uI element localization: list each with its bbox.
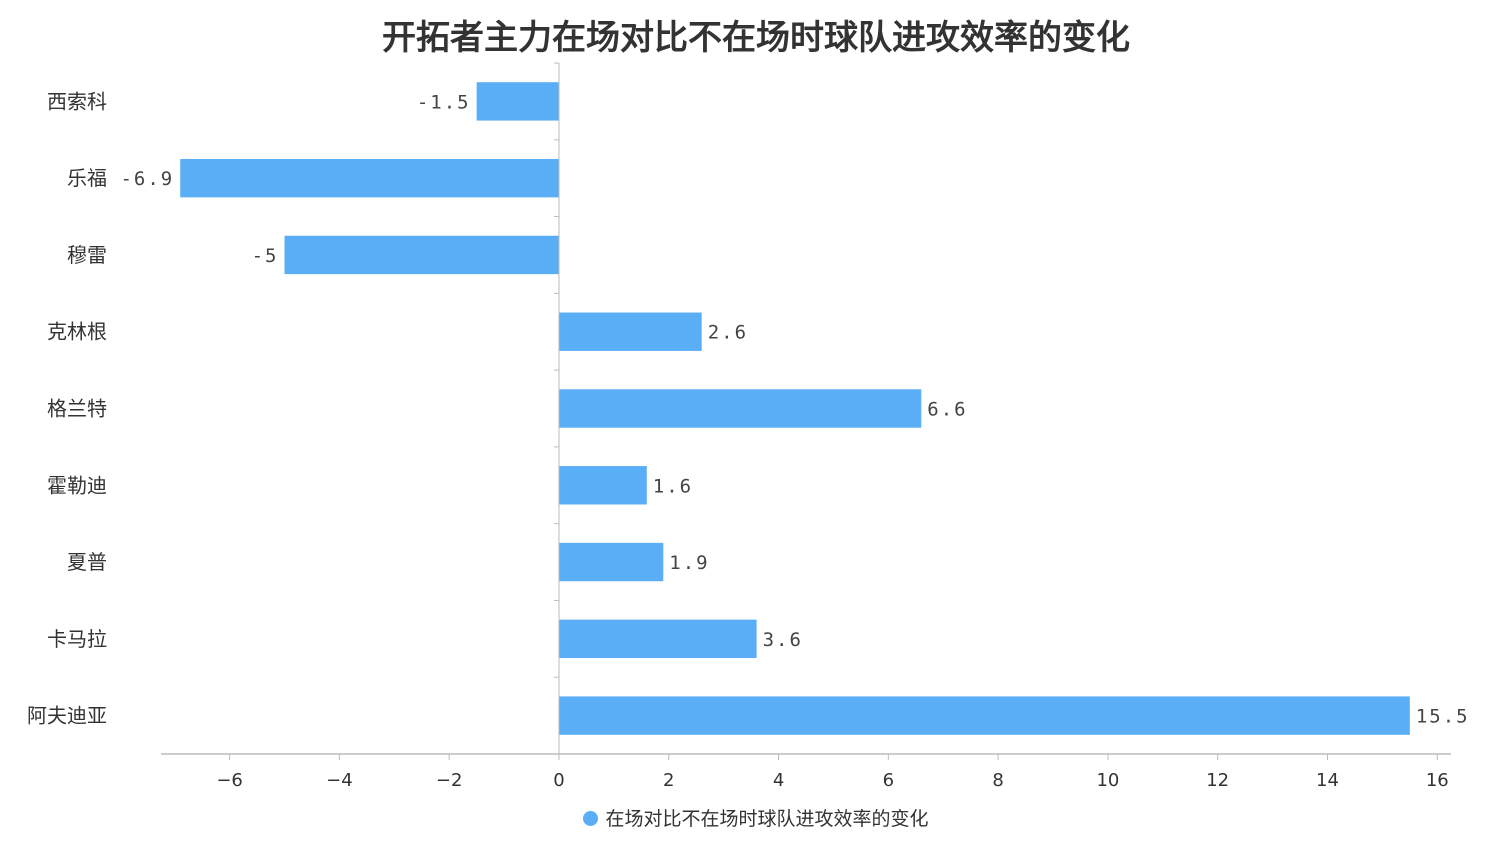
- bar-阿夫迪亚[interactable]: [558, 696, 1410, 735]
- bar-乐福[interactable]: [180, 158, 559, 198]
- value-label: 3.6: [763, 629, 803, 651]
- bar-西索科[interactable]: [476, 82, 559, 121]
- x-tick-label: 14: [1316, 770, 1339, 791]
- category-label: 格兰特: [47, 397, 107, 421]
- value-label: -1.5: [417, 91, 471, 113]
- value-label: -5: [252, 245, 279, 267]
- value-label: -6.9: [120, 168, 174, 190]
- category-label: 夏普: [67, 550, 107, 574]
- legend-marker-icon: [583, 811, 599, 826]
- legend-label: 在场对比不在场时球队进攻效率的变化: [605, 808, 929, 830]
- category-label: 西索科: [47, 89, 107, 113]
- category-label: 穆雷: [67, 243, 107, 267]
- category-label: 霍勒迪: [47, 473, 107, 497]
- category-label: 乐福: [67, 166, 107, 190]
- x-tick-label: 0: [553, 770, 564, 791]
- bar-夏普[interactable]: [558, 542, 664, 582]
- x-tick-label: 6: [883, 770, 894, 791]
- bar-格兰特[interactable]: [558, 389, 922, 428]
- bar-霍勒迪[interactable]: [558, 466, 647, 505]
- value-label: 1.9: [669, 552, 709, 574]
- x-tick-label: 4: [773, 770, 784, 791]
- category-label: 阿夫迪亚: [27, 704, 107, 728]
- x-tick-label: 2: [663, 770, 674, 791]
- x-tick-label: −6: [216, 770, 243, 791]
- bar-穆雷[interactable]: [284, 235, 559, 275]
- value-label: 2.6: [708, 322, 748, 344]
- category-label: 克林根: [47, 320, 107, 344]
- value-label: 15.5: [1416, 706, 1470, 728]
- category-label: 卡马拉: [47, 627, 107, 651]
- bar-克林根[interactable]: [558, 312, 702, 351]
- x-tick-label: 8: [992, 770, 1003, 791]
- x-tick-label: −4: [326, 770, 353, 791]
- legend[interactable]: 在场对比不在场时球队进攻效率的变化: [0, 804, 1512, 831]
- bar-卡马拉[interactable]: [558, 619, 757, 659]
- value-label: 6.6: [927, 399, 967, 421]
- x-tick-label: 12: [1206, 770, 1229, 791]
- x-tick-label: −2: [436, 770, 463, 791]
- chart-title: 开拓者主力在场对比不在场时球队进攻效率的变化: [382, 18, 1130, 58]
- value-label: 1.6: [653, 475, 693, 497]
- x-tick-label: 16: [1426, 770, 1449, 791]
- x-tick-label: 10: [1096, 770, 1119, 791]
